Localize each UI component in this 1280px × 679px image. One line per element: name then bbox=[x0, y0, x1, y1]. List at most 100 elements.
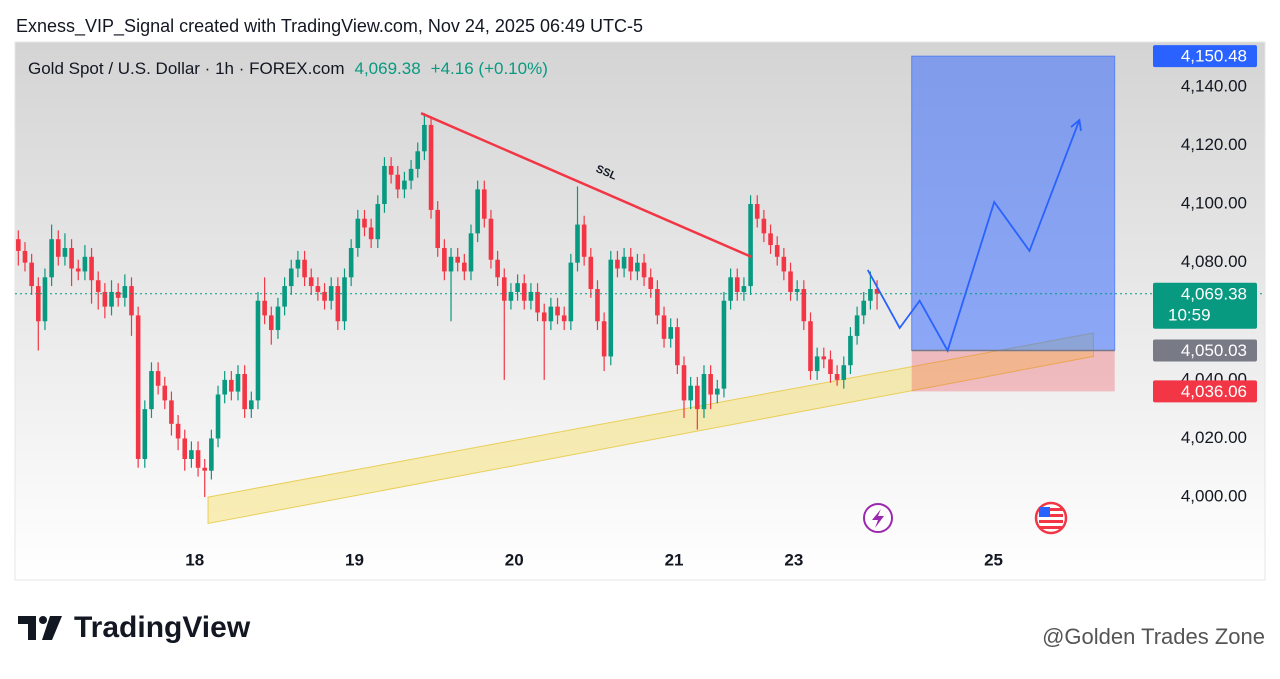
candle-body bbox=[322, 291, 327, 301]
x-tick-label: 21 bbox=[665, 550, 684, 569]
candle-body bbox=[202, 467, 208, 471]
event-icon bbox=[863, 503, 893, 533]
candle-body bbox=[475, 189, 480, 234]
price-tag-label: 4,036.06 bbox=[1181, 382, 1247, 401]
trendline bbox=[420, 112, 752, 258]
candle-body bbox=[521, 283, 527, 301]
y-tick-label: 4,000.00 bbox=[1181, 487, 1247, 506]
x-tick-label: 25 bbox=[984, 550, 1003, 569]
candle-body bbox=[874, 289, 880, 294]
candle-body bbox=[561, 315, 567, 322]
candle-body bbox=[255, 300, 261, 401]
price-tag-label: 4,050.03 bbox=[1181, 341, 1247, 360]
candle-body bbox=[182, 438, 188, 459]
candle-body bbox=[834, 374, 840, 380]
candle-body bbox=[621, 256, 627, 269]
candle-body bbox=[641, 262, 647, 278]
candle-body bbox=[854, 315, 860, 336]
candle-body bbox=[362, 218, 367, 228]
x-tick-label: 18 bbox=[185, 550, 204, 569]
candle-body bbox=[828, 359, 833, 375]
candle-body bbox=[242, 374, 247, 410]
candle-body bbox=[308, 277, 314, 287]
candle-body bbox=[655, 289, 660, 316]
symbol-legend: Gold Spot / U.S. Dollar · 1h · FOREX.com… bbox=[28, 59, 548, 78]
candle-body bbox=[528, 291, 534, 301]
stop-zone bbox=[911, 350, 1115, 392]
candle-body bbox=[861, 300, 867, 316]
candle-body bbox=[375, 204, 381, 240]
candle-body bbox=[442, 247, 447, 272]
candle-body bbox=[355, 218, 361, 248]
candle-body bbox=[275, 306, 281, 331]
candle-body bbox=[422, 124, 427, 152]
candle-body bbox=[501, 277, 507, 301]
candle-body bbox=[222, 379, 227, 395]
legend-change: +4.16 (+0.10%) bbox=[431, 59, 548, 78]
candle-body bbox=[75, 268, 81, 272]
candle-body bbox=[455, 256, 460, 263]
candle-body bbox=[55, 239, 61, 257]
candle-body bbox=[282, 286, 287, 307]
candle-body bbox=[295, 259, 301, 269]
candle-body bbox=[102, 291, 108, 307]
candle-body bbox=[661, 315, 667, 339]
candle-body bbox=[848, 335, 853, 366]
candle-body bbox=[435, 209, 441, 248]
candle-body bbox=[575, 224, 580, 263]
candle-body bbox=[122, 286, 128, 298]
candle-body bbox=[488, 218, 494, 260]
price-tag bbox=[1153, 380, 1257, 403]
candle-body bbox=[129, 286, 134, 316]
candle-body bbox=[781, 256, 787, 272]
candle-body bbox=[535, 291, 540, 313]
candle-body bbox=[448, 256, 454, 272]
price-tag-label: 4,150.48 bbox=[1181, 47, 1247, 66]
candle-body bbox=[774, 245, 780, 257]
x-tick-label: 23 bbox=[784, 550, 803, 569]
overlay-layer: 4,000.004,020.004,040.004,060.004,080.00… bbox=[15, 45, 1265, 569]
candle-body bbox=[741, 286, 747, 292]
price-tag bbox=[1153, 45, 1257, 68]
candle-body bbox=[342, 277, 347, 322]
candle-body bbox=[668, 327, 673, 339]
candle-body bbox=[249, 400, 254, 410]
candle-body bbox=[714, 388, 720, 395]
candle-body bbox=[175, 423, 181, 439]
candle-body bbox=[841, 365, 847, 380]
symbol: Gold Spot / U.S. Dollar · 1h · FOREX.com bbox=[28, 59, 344, 78]
candle-body bbox=[169, 400, 174, 424]
flag-icon bbox=[1034, 501, 1068, 535]
candle-body bbox=[701, 374, 707, 410]
candle-body bbox=[29, 262, 34, 287]
candle-body bbox=[155, 371, 161, 386]
y-tick-label: 4,140.00 bbox=[1181, 76, 1247, 95]
candle-body bbox=[335, 286, 341, 322]
candle-body bbox=[814, 356, 820, 372]
plot-layer: SSL bbox=[16, 55, 1116, 525]
candle-body bbox=[135, 315, 141, 459]
candle-body bbox=[748, 204, 753, 287]
candle-body bbox=[648, 277, 654, 290]
candle-body bbox=[595, 289, 600, 322]
x-tick-label: 19 bbox=[345, 550, 364, 569]
candle-body bbox=[315, 286, 321, 292]
candle-body bbox=[628, 256, 634, 272]
candle-body bbox=[22, 250, 28, 263]
candle-body bbox=[462, 262, 467, 272]
candle-body bbox=[695, 385, 700, 410]
candle-body bbox=[49, 239, 54, 278]
candle-body bbox=[515, 283, 520, 292]
candle-body bbox=[162, 385, 168, 401]
candle-body bbox=[754, 204, 760, 219]
candle-body bbox=[681, 365, 687, 401]
candle-body bbox=[215, 394, 221, 439]
candle-body bbox=[229, 379, 234, 392]
candle-body bbox=[189, 450, 194, 459]
candle-body bbox=[142, 409, 148, 459]
candle-body bbox=[768, 233, 773, 246]
y-tick-label: 4,100.00 bbox=[1181, 194, 1247, 213]
target-zone bbox=[911, 55, 1116, 351]
